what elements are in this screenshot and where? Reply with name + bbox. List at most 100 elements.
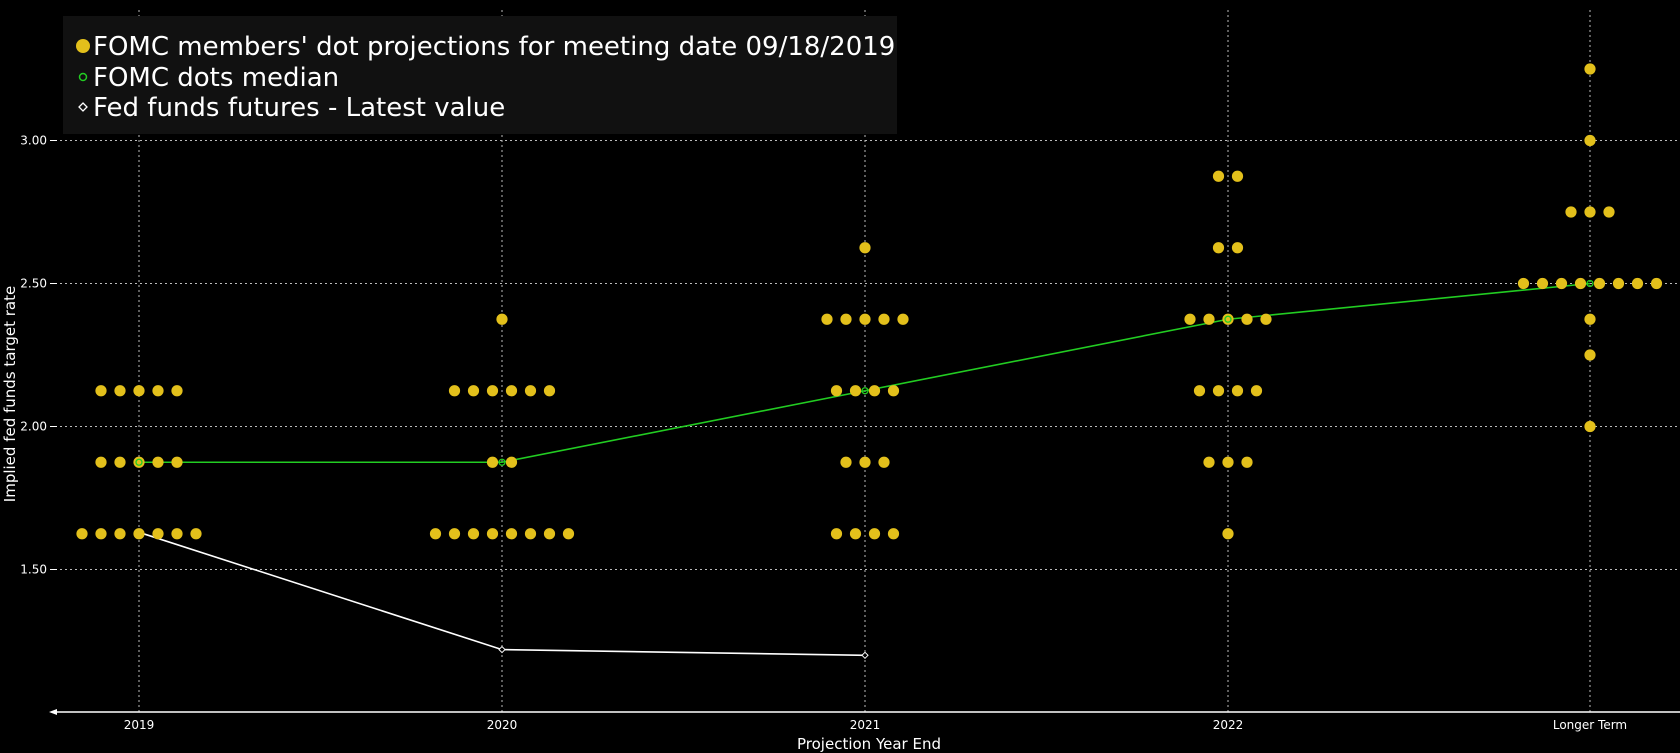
dot-point	[868, 385, 881, 397]
dot-point	[505, 385, 518, 397]
dot-point	[152, 456, 164, 468]
dot-point	[1650, 277, 1663, 290]
dot-point	[95, 528, 107, 540]
dot-point	[1231, 170, 1244, 182]
median-point	[861, 387, 869, 395]
dot-point	[821, 313, 833, 325]
legend-label-futures: Fed funds futures - Latest value	[93, 93, 505, 123]
dot-point	[95, 385, 107, 397]
dot-point	[171, 385, 183, 397]
dot-point	[878, 313, 890, 325]
x-tick-label: 2019	[124, 718, 155, 732]
dot-point	[76, 528, 88, 540]
y-tick-label: 2.50	[20, 277, 47, 291]
dot-point	[1565, 206, 1577, 218]
x-axis-arrow-icon	[49, 709, 57, 715]
median-point	[135, 458, 143, 466]
dot-point	[1203, 313, 1215, 325]
dot-point	[1603, 206, 1615, 218]
dot-point	[467, 385, 480, 397]
dot-point	[1250, 385, 1263, 397]
median-series	[139, 282, 1591, 464]
dot-point	[133, 456, 145, 468]
x-tick-label: 2021	[850, 718, 881, 732]
dot-point	[878, 456, 890, 468]
dot-point	[1222, 313, 1234, 325]
dot-point	[1584, 206, 1596, 218]
dot-point	[496, 313, 508, 325]
y-tick-label: 2.00	[20, 420, 47, 434]
dot-point	[1536, 277, 1549, 290]
y-tick-label: 3.00	[20, 134, 47, 148]
dot-point	[1584, 134, 1596, 147]
dot-point	[171, 528, 183, 540]
dot-point	[1193, 385, 1206, 397]
dot-point	[448, 528, 461, 540]
axes	[49, 709, 1680, 715]
dot-projections-series	[76, 63, 1663, 540]
dot-point	[467, 528, 480, 540]
y-tick-labels: 1.50 2.00 2.50 3.00	[20, 134, 57, 577]
dot-point	[152, 385, 164, 397]
legend-dot-icon	[76, 39, 90, 53]
dot-point	[840, 456, 852, 468]
dot-point	[897, 313, 909, 325]
dot-point	[486, 456, 499, 468]
dot-point	[1612, 277, 1625, 290]
dot-point	[1212, 385, 1225, 397]
dot-point	[486, 385, 499, 397]
dot-point	[152, 528, 164, 540]
median-point	[498, 458, 506, 466]
dot-point	[840, 313, 852, 325]
dot-point	[1231, 242, 1244, 254]
dot-point	[859, 313, 871, 325]
dot-point	[859, 242, 871, 254]
dot-point	[1260, 313, 1272, 325]
dot-point	[505, 456, 518, 468]
y-tick-label: 1.50	[20, 563, 47, 577]
dot-point	[1203, 456, 1215, 468]
dot-point	[171, 456, 183, 468]
dot-point	[1241, 456, 1253, 468]
dot-point	[1593, 277, 1606, 290]
dot-point	[1584, 420, 1596, 433]
dot-point	[1212, 242, 1225, 254]
dot-point	[486, 528, 499, 540]
dot-point	[1584, 349, 1596, 361]
dot-point	[1584, 63, 1596, 75]
legend: FOMC members' dot projections for meetin…	[63, 16, 897, 134]
dot-point	[429, 528, 442, 540]
dot-point	[524, 528, 537, 540]
dot-point	[1631, 277, 1644, 290]
median-point	[1224, 315, 1232, 323]
dot-point	[114, 528, 126, 540]
x-tick-labels: 2019 2020 2021 2022 Longer Term	[124, 718, 1627, 732]
legend-label-dots: FOMC members' dot projections for meetin…	[93, 32, 895, 62]
dot-point	[1584, 313, 1596, 325]
dot-point	[114, 385, 126, 397]
futures-point	[861, 651, 869, 660]
dot-point	[543, 528, 556, 540]
legend-label-median: FOMC dots median	[93, 63, 339, 93]
dot-point	[1222, 456, 1234, 468]
dot-point	[114, 456, 126, 468]
dot-point	[133, 528, 145, 540]
dot-point	[849, 385, 862, 397]
dot-point	[830, 385, 843, 397]
dot-point	[448, 385, 461, 397]
dot-point	[543, 385, 556, 397]
legend-futures-icon	[78, 102, 88, 112]
dot-point	[1241, 313, 1253, 325]
dot-point	[887, 528, 900, 540]
dot-point	[1222, 528, 1234, 540]
dot-point	[830, 528, 843, 540]
dot-point	[1555, 277, 1568, 290]
dot-point	[1231, 385, 1244, 397]
dot-point	[849, 528, 862, 540]
dot-point	[95, 456, 107, 468]
dot-point	[1574, 277, 1587, 290]
legend-background	[63, 16, 897, 134]
dot-point	[868, 528, 881, 540]
x-tick-label: 2020	[487, 718, 518, 732]
